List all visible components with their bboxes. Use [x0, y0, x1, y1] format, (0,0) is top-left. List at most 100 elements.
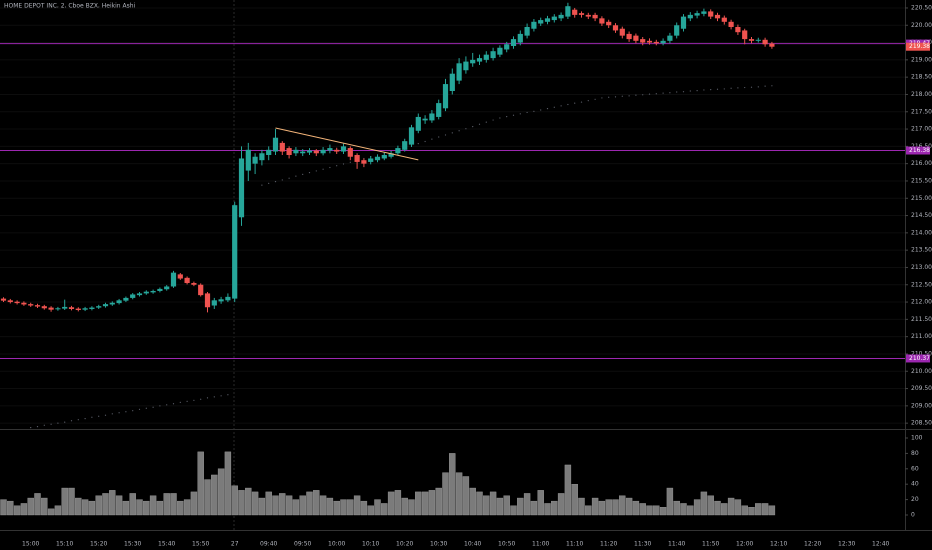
- volume-bar: [177, 500, 184, 516]
- candle-body: [48, 307, 54, 310]
- candle-body: [721, 17, 727, 22]
- volume-bar: [27, 497, 34, 516]
- x-tick-label: 10:20: [396, 541, 413, 548]
- volume-bar: [619, 495, 626, 516]
- volume-bar: [680, 503, 687, 516]
- x-tick-label: 09:50: [294, 541, 311, 548]
- vwap-dot: [308, 172, 311, 174]
- y-tick-label: 0: [911, 511, 915, 518]
- x-tick-label: 11:40: [668, 541, 685, 548]
- vwap-dot: [64, 421, 66, 423]
- volume-bar: [700, 491, 708, 516]
- candle-body: [293, 149, 299, 154]
- volume-bar: [632, 500, 640, 516]
- vwap-dot: [676, 91, 678, 93]
- vwap-dot: [166, 404, 168, 406]
- vwap-dot: [689, 90, 691, 92]
- vwap-dot: [274, 181, 277, 183]
- y-tick-label: 212.00: [911, 299, 932, 306]
- y-tick-label: 20: [911, 496, 919, 503]
- candle-body: [170, 272, 177, 287]
- candle-body: [497, 47, 503, 55]
- volume-bar: [292, 499, 300, 516]
- volume-bar: [748, 507, 755, 516]
- volume-bar: [734, 499, 742, 516]
- candle-body: [687, 14, 693, 19]
- vwap-dot: [574, 102, 576, 104]
- x-tick-label: 15:10: [56, 541, 73, 548]
- candle-body: [517, 33, 523, 43]
- candle-body: [660, 40, 666, 44]
- x-tick-label: 10:50: [498, 541, 515, 548]
- y-tick-label: 60: [911, 465, 919, 472]
- y-tick-label: 210.00: [911, 368, 932, 375]
- vwap-dot: [716, 88, 719, 90]
- vwap-dot: [669, 92, 671, 94]
- candle-body: [259, 153, 265, 161]
- volume-bar: [299, 495, 306, 516]
- y-tick-label: 216.00: [911, 160, 932, 167]
- candle-body: [306, 150, 313, 153]
- vwap-dot: [608, 96, 610, 98]
- candle-body: [252, 156, 258, 164]
- level-label: 210.37: [909, 355, 930, 362]
- candle-body: [327, 148, 333, 151]
- x-tick-label: 15:50: [192, 541, 209, 548]
- candle-body: [531, 21, 537, 29]
- y-tick-label: 80: [911, 450, 919, 457]
- x-tick-label: 12:20: [804, 541, 821, 548]
- volume-bar: [88, 500, 96, 516]
- vwap-dot: [206, 397, 209, 399]
- volume-bar: [455, 472, 463, 516]
- volume-bar: [551, 500, 558, 516]
- volume-bar: [435, 487, 442, 516]
- candle-body: [34, 305, 41, 307]
- candle-body: [116, 300, 122, 304]
- candle-body: [177, 274, 183, 279]
- candle-body: [585, 14, 591, 17]
- candle-body: [476, 58, 483, 62]
- x-tick-label: 15:20: [90, 541, 107, 548]
- volume-bar: [95, 495, 102, 516]
- candle-body: [123, 297, 129, 301]
- volume-bar: [251, 491, 259, 516]
- candle-body: [551, 16, 557, 21]
- candle-body: [592, 14, 598, 19]
- volume-bar: [530, 500, 538, 516]
- volume-bar: [727, 497, 735, 516]
- volume-bar: [523, 493, 531, 516]
- vwap-dot: [757, 86, 759, 88]
- vwap-dot: [200, 398, 202, 400]
- candle-body: [334, 149, 340, 152]
- volume-bar: [653, 505, 660, 516]
- candle-body: [402, 141, 408, 150]
- candle-body: [470, 59, 476, 64]
- x-tick-label: 11:20: [600, 541, 617, 548]
- candle-body: [89, 307, 95, 309]
- volume-bar: [673, 500, 680, 516]
- vwap-dot: [526, 111, 528, 114]
- volume-bar: [646, 505, 653, 516]
- volume-bar: [408, 499, 415, 516]
- candle-body: [157, 288, 163, 291]
- vwap-dot: [580, 101, 583, 103]
- candle-body: [150, 290, 156, 293]
- vwap-dot: [227, 394, 229, 396]
- vwap-dot: [662, 92, 664, 94]
- vwap-dot: [70, 420, 73, 422]
- candle-body: [28, 304, 34, 306]
- volume-bar: [693, 499, 701, 516]
- volume-bar: [768, 505, 776, 516]
- x-tick-label: 11:50: [702, 541, 719, 548]
- candle-body: [279, 142, 285, 152]
- volume-bar: [401, 497, 408, 516]
- candle-body: [272, 137, 279, 152]
- y-tick-label: 216.50: [911, 143, 932, 150]
- candle-body: [463, 61, 469, 71]
- candle-body: [694, 13, 700, 16]
- candle-body: [769, 43, 775, 47]
- vwap-dot: [703, 89, 705, 91]
- vwap-dot: [104, 414, 107, 416]
- volume-bar: [204, 479, 211, 516]
- y-tick-label: 100: [911, 435, 923, 442]
